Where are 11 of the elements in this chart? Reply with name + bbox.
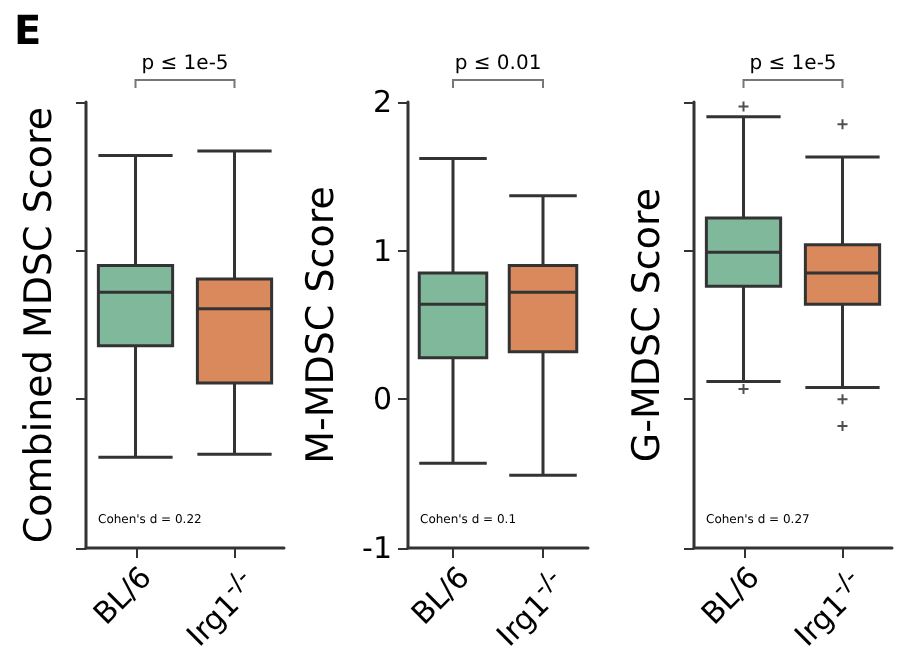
y-tick-label: 0 (372, 381, 392, 418)
text: p ≤ 1e-5 (141, 53, 229, 75)
y-axis-title: M-MDSC Score (299, 186, 344, 464)
y-tick-label: 2 (372, 84, 392, 120)
chart-title: E (14, 6, 42, 54)
y-axis-title: G-MDSC Score (625, 187, 669, 463)
text: p ≤ 1e-5 (749, 53, 837, 75)
y-tick-label: 1 (372, 232, 392, 269)
y-tick-label: -1 (362, 530, 392, 566)
text: p ≤ 0.01 (454, 53, 542, 75)
y-axis-title: Combined MDSC Score (17, 106, 61, 544)
